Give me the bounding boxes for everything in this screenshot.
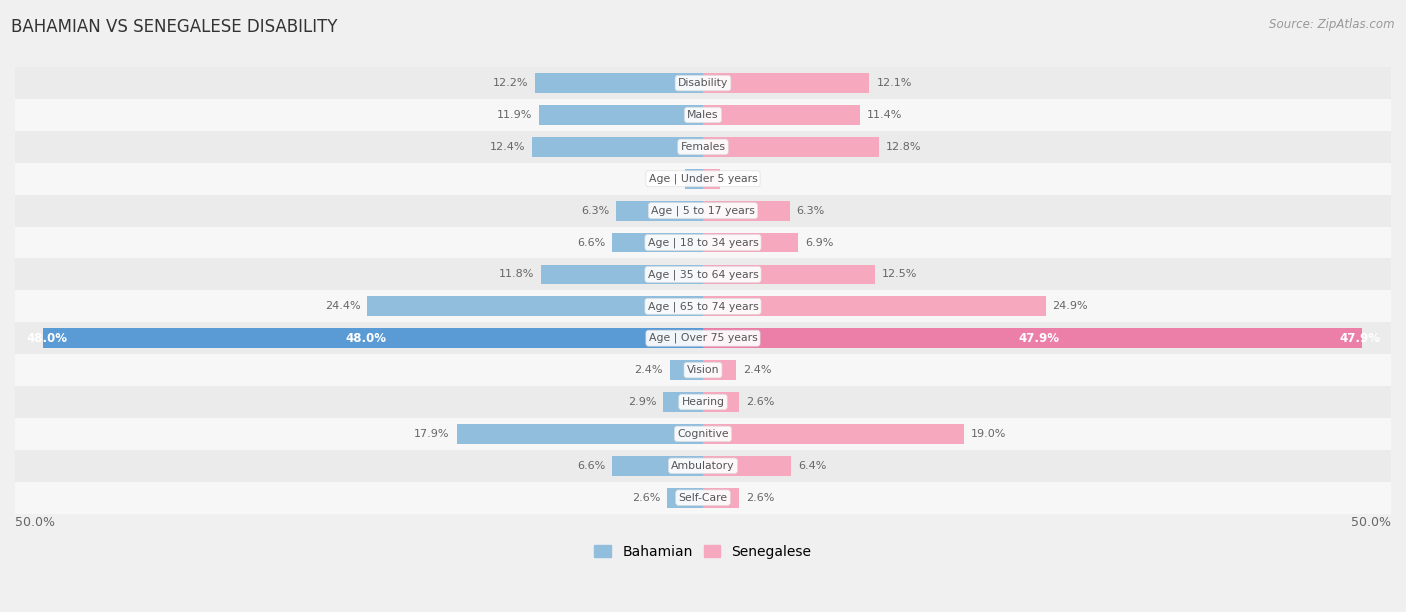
Text: Males: Males: [688, 110, 718, 120]
Bar: [664, 392, 703, 412]
Legend: Bahamian, Senegalese: Bahamian, Senegalese: [589, 539, 817, 564]
Text: Age | 5 to 17 years: Age | 5 to 17 years: [651, 206, 755, 216]
Text: 11.4%: 11.4%: [866, 110, 903, 120]
Text: 2.6%: 2.6%: [631, 493, 661, 502]
Text: 17.9%: 17.9%: [415, 429, 450, 439]
Bar: [15, 226, 1391, 258]
Text: 12.4%: 12.4%: [491, 142, 526, 152]
Text: 2.6%: 2.6%: [745, 397, 775, 407]
Bar: [703, 73, 869, 93]
Bar: [15, 450, 1391, 482]
Bar: [616, 201, 703, 220]
Text: Source: ZipAtlas.com: Source: ZipAtlas.com: [1270, 18, 1395, 31]
Text: Age | 35 to 64 years: Age | 35 to 64 years: [648, 269, 758, 280]
Bar: [540, 105, 703, 125]
Text: Age | Under 5 years: Age | Under 5 years: [648, 174, 758, 184]
Bar: [541, 264, 703, 285]
Text: 6.3%: 6.3%: [581, 206, 609, 215]
Bar: [15, 290, 1391, 323]
Bar: [15, 258, 1391, 290]
Text: 47.9%: 47.9%: [1019, 332, 1060, 345]
Bar: [703, 233, 799, 252]
Bar: [15, 418, 1391, 450]
Bar: [703, 296, 1046, 316]
Bar: [612, 456, 703, 476]
Text: Ambulatory: Ambulatory: [671, 461, 735, 471]
Text: 6.6%: 6.6%: [576, 461, 606, 471]
Bar: [15, 131, 1391, 163]
Bar: [703, 424, 965, 444]
Bar: [15, 163, 1391, 195]
Text: Disability: Disability: [678, 78, 728, 88]
Bar: [703, 169, 720, 188]
Bar: [15, 386, 1391, 418]
Bar: [42, 328, 703, 348]
Text: 6.6%: 6.6%: [576, 237, 606, 247]
Bar: [457, 424, 703, 444]
Text: 19.0%: 19.0%: [972, 429, 1007, 439]
Bar: [536, 73, 703, 93]
Bar: [533, 137, 703, 157]
Bar: [703, 488, 738, 507]
Text: 6.9%: 6.9%: [804, 237, 834, 247]
Text: 50.0%: 50.0%: [15, 516, 55, 529]
Bar: [15, 67, 1391, 99]
Bar: [703, 360, 735, 380]
Text: Self-Care: Self-Care: [679, 493, 727, 502]
Bar: [15, 482, 1391, 513]
Text: 1.3%: 1.3%: [650, 174, 678, 184]
Bar: [703, 137, 879, 157]
Text: Age | 18 to 34 years: Age | 18 to 34 years: [648, 237, 758, 248]
Text: 12.2%: 12.2%: [492, 78, 529, 88]
Text: 2.4%: 2.4%: [634, 365, 664, 375]
Bar: [15, 195, 1391, 226]
Bar: [703, 264, 875, 285]
Text: 12.8%: 12.8%: [886, 142, 921, 152]
Text: 1.2%: 1.2%: [727, 174, 755, 184]
Bar: [703, 456, 792, 476]
Bar: [15, 99, 1391, 131]
Bar: [685, 169, 703, 188]
Text: Hearing: Hearing: [682, 397, 724, 407]
Text: 6.4%: 6.4%: [799, 461, 827, 471]
Text: Age | Over 75 years: Age | Over 75 years: [648, 333, 758, 343]
Text: 48.0%: 48.0%: [25, 332, 67, 345]
Bar: [671, 360, 703, 380]
Text: 12.1%: 12.1%: [876, 78, 911, 88]
Bar: [367, 296, 703, 316]
Text: 47.9%: 47.9%: [1339, 332, 1381, 345]
Text: 6.3%: 6.3%: [797, 206, 825, 215]
Text: 50.0%: 50.0%: [1351, 516, 1391, 529]
Bar: [15, 323, 1391, 354]
Text: Cognitive: Cognitive: [678, 429, 728, 439]
Text: BAHAMIAN VS SENEGALESE DISABILITY: BAHAMIAN VS SENEGALESE DISABILITY: [11, 18, 337, 36]
Bar: [703, 105, 860, 125]
Text: 11.8%: 11.8%: [498, 269, 534, 280]
Text: Vision: Vision: [686, 365, 720, 375]
Text: 2.6%: 2.6%: [745, 493, 775, 502]
Bar: [668, 488, 703, 507]
Bar: [15, 354, 1391, 386]
Text: 48.0%: 48.0%: [346, 332, 387, 345]
Text: Age | 65 to 74 years: Age | 65 to 74 years: [648, 301, 758, 312]
Bar: [703, 392, 738, 412]
Text: 24.4%: 24.4%: [325, 301, 360, 312]
Text: 2.4%: 2.4%: [742, 365, 772, 375]
Text: 11.9%: 11.9%: [496, 110, 533, 120]
Text: Females: Females: [681, 142, 725, 152]
Bar: [703, 328, 1362, 348]
Bar: [703, 201, 790, 220]
Text: 24.9%: 24.9%: [1053, 301, 1088, 312]
Text: 2.9%: 2.9%: [627, 397, 657, 407]
Bar: [612, 233, 703, 252]
Text: 12.5%: 12.5%: [882, 269, 917, 280]
